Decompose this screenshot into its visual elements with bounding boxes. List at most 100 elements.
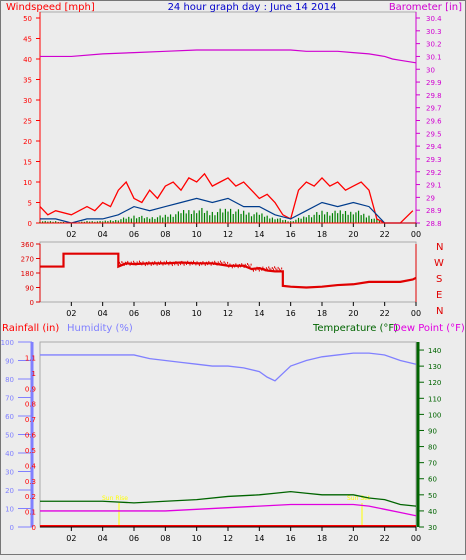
baro-ytick-label: 29.8 — [426, 92, 442, 100]
humidity-ytick-label: 30 — [5, 469, 14, 477]
baro-ytick-label: 28.9 — [426, 207, 442, 215]
temp-ytick-label: 30 — [428, 524, 437, 532]
temp-ytick-label: 110 — [428, 395, 441, 403]
humidity-title: Humidity (%) — [67, 323, 133, 334]
dir-xtick-label: 20 — [348, 309, 358, 318]
temp-ytick-label: 100 — [428, 411, 441, 419]
wind-speed-line — [40, 197, 416, 224]
dir-ytick-label: 90 — [25, 285, 34, 293]
wind-ytick-label: 20 — [23, 138, 32, 146]
temp-xtick-label: 16 — [286, 534, 296, 543]
baro-ytick-label: 29.4 — [426, 143, 442, 151]
wind-xtick-label: 12 — [223, 230, 233, 239]
humidity-ytick-label: 50 — [5, 432, 14, 440]
humidity-ytick-label: 80 — [5, 376, 14, 384]
baro-ytick-label: 30.2 — [426, 41, 442, 49]
dewpoint-title: Dew Point (°F) — [393, 323, 465, 334]
baro-ytick-label: 30.3 — [426, 28, 442, 36]
wind-ytick-label: 35 — [23, 77, 32, 85]
barometer-line — [40, 49, 417, 64]
wind-xtick-label: 18 — [317, 230, 327, 239]
temp-xtick-label: 18 — [317, 534, 327, 543]
wind-title: Windspeed [mph] — [6, 2, 95, 13]
humidity-ytick-label: 40 — [5, 450, 14, 458]
wind-xtick-label: 06 — [129, 230, 139, 239]
dir-xtick-label: 08 — [160, 309, 170, 318]
baro-ytick-label: 29.5 — [426, 130, 442, 138]
temp-xtick-label: 06 — [129, 534, 139, 543]
dewpoint-line — [40, 503, 417, 517]
temp-xtick-label: 12 — [223, 534, 233, 543]
dir-xtick-label: 10 — [192, 309, 202, 318]
rain-ytick-label: 0.7 — [25, 416, 36, 424]
dir-xtick-label: 16 — [286, 309, 296, 318]
dir-ytick-label: 0 — [30, 299, 34, 307]
dir-xtick-label: 02 — [66, 309, 76, 318]
temp-xtick-label: 08 — [160, 534, 170, 543]
rain-ytick-label: 0.9 — [25, 385, 36, 393]
humidity-ytick-label: 70 — [5, 395, 14, 403]
wind-ytick-label: 30 — [23, 97, 32, 105]
rain-ytick-label: 0.5 — [25, 447, 36, 455]
wind-xtick-label: 02 — [66, 230, 76, 239]
sunrise-label: Sun Rise — [102, 495, 128, 502]
wind-xtick-label: 22 — [380, 230, 390, 239]
rain-ytick-label: 1.1 — [25, 354, 36, 362]
compass-letter-1: N — [436, 242, 443, 253]
temp-xtick-label: 04 — [98, 534, 108, 543]
compass-letter-3: S — [436, 274, 442, 285]
wind-ytick-label: 25 — [23, 118, 32, 126]
humidity-ytick-label: 90 — [5, 358, 14, 366]
wind-xtick-label: 20 — [348, 230, 358, 239]
compass-letter-5: N — [436, 306, 443, 317]
humidity-ytick-label: 100 — [1, 339, 14, 347]
wind-ytick-label: 50 — [23, 15, 32, 23]
baro-ytick-label: 29 — [426, 194, 435, 202]
wind-ytick-label: 0 — [28, 220, 32, 228]
wind-direction-line — [40, 252, 417, 289]
dir-ytick-label: 180 — [21, 270, 34, 278]
date-title: 24 hour graph day : June 14 2014 — [168, 2, 337, 13]
temp-ytick-label: 140 — [428, 347, 441, 355]
dir-xtick-label: 12 — [223, 309, 233, 318]
rain-ytick-label: 0.8 — [25, 401, 36, 409]
direction-panel-bg — [39, 241, 417, 303]
dir-xtick-label: 18 — [317, 309, 327, 318]
temp-xtick-label: 22 — [380, 534, 390, 543]
humidity-line — [40, 352, 417, 382]
rain-ytick-label: 0.3 — [25, 478, 36, 486]
temp-ytick-label: 90 — [428, 427, 437, 435]
temp-ytick-label: 60 — [428, 476, 437, 484]
dir-xtick-label: 04 — [98, 309, 108, 318]
baro-ytick-label: 29.7 — [426, 105, 442, 113]
baro-ytick-label: 29.2 — [426, 169, 442, 177]
plot-layer: 0510152025303540455028.828.92929.129.229… — [1, 12, 442, 543]
wind-xtick-label: 14 — [254, 230, 264, 239]
baro-ytick-label: 30 — [426, 66, 435, 74]
humidity-ytick-label: 20 — [5, 487, 14, 495]
baro-ytick-label: 29.3 — [426, 156, 442, 164]
compass-letter-2: W — [434, 258, 444, 269]
humidity-ytick-label: 60 — [5, 413, 14, 421]
baro-ytick-label: 30.1 — [426, 53, 442, 61]
rain-title: Rainfall (in) — [2, 323, 59, 334]
dir-ytick-label: 360 — [21, 241, 34, 249]
temp-xtick-label: 14 — [254, 534, 264, 543]
dir-xtick-label: 14 — [254, 309, 264, 318]
sunset-label: Sun Set — [347, 495, 371, 502]
wind-xtick-label: 08 — [160, 230, 170, 239]
rain-ytick-label: 1 — [32, 370, 36, 378]
wind-ytick-label: 15 — [23, 159, 32, 167]
temp-xtick-label: 00 — [411, 534, 421, 543]
wind-xtick-label: 10 — [192, 230, 202, 239]
temperature-line — [40, 490, 417, 507]
temp-ytick-label: 70 — [428, 460, 437, 468]
humidity-ytick-label: 10 — [5, 506, 14, 514]
rain-ytick-label: 0.2 — [25, 493, 36, 501]
dir-xtick-label: 06 — [129, 309, 139, 318]
baro-ytick-label: 29.6 — [426, 118, 442, 126]
wind-ytick-label: 45 — [23, 36, 32, 44]
wind-ytick-label: 10 — [23, 179, 32, 187]
dir-ytick-label: 270 — [21, 256, 34, 264]
